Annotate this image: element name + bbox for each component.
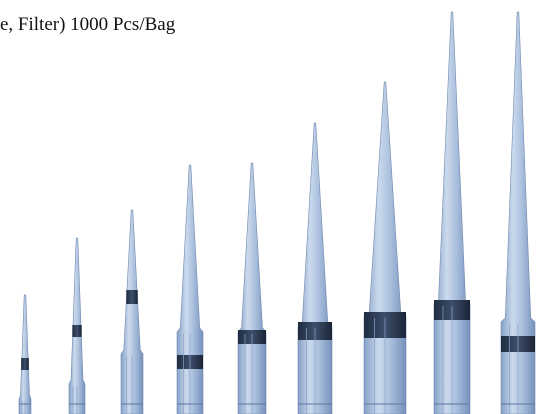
filter-band bbox=[126, 290, 138, 304]
pipette-tip bbox=[500, 11, 536, 414]
caption: e, Filter) 1000 Pcs/Bag bbox=[0, 14, 176, 35]
filter-band bbox=[72, 325, 82, 337]
filter-band bbox=[21, 358, 29, 370]
pipette-tip bbox=[18, 294, 32, 414]
